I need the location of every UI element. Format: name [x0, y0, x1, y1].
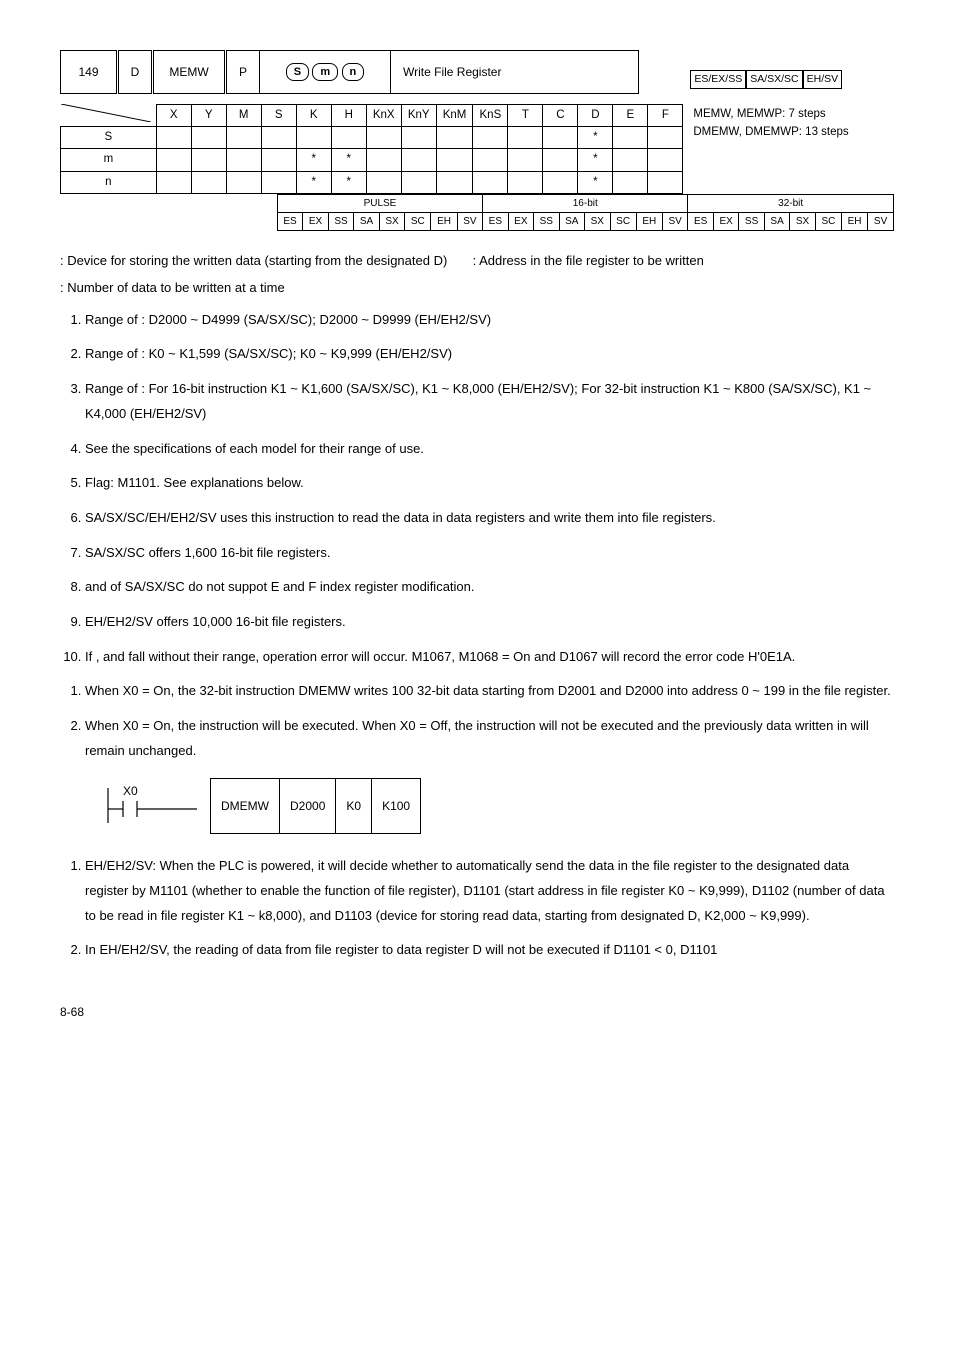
- operand-s-oval: S: [286, 63, 309, 81]
- function-name: Write File Register: [391, 51, 639, 94]
- pulse-bit-table: PULSE 16-bit 32-bit ESEXSSSA SXSCEHSV ES…: [277, 194, 894, 231]
- instruction-header-table: 149 D MEMW P S m n Write File Register E…: [60, 50, 894, 94]
- mnemonic: MEMW: [153, 51, 226, 94]
- operand-type-grid: XYMS KHKnXKnY KnMKnSTC DEF MEMW, MEMWP: …: [60, 104, 894, 194]
- page-number: 8-68: [60, 1003, 894, 1021]
- steps-2: DMEMW, DMEMWP: 13 steps: [693, 126, 848, 138]
- models-box: ES/EX/SS: [690, 70, 746, 90]
- ladder-diagram: X0 DMEMW D2000 K0 K100: [95, 778, 894, 834]
- explanations-list: Range of : D2000 ~ D4999 (SA/SX/SC); D20…: [60, 308, 894, 670]
- models-box2: SA/SX/SC: [746, 70, 802, 90]
- diagram-cell: K0: [336, 779, 372, 834]
- diagram-cell: K100: [372, 779, 421, 834]
- api-sub: D: [118, 51, 153, 94]
- ladder-label: X0: [123, 784, 138, 798]
- operand-n-oval: n: [342, 63, 365, 81]
- models-box3: EH/SV: [803, 70, 843, 90]
- program-example-list: When X0 = On, the 32-bit instruction DME…: [60, 679, 894, 763]
- operand-m-oval: m: [312, 63, 338, 81]
- api-num: 149: [61, 51, 118, 94]
- steps-1: MEMW, MEMWP: 7 steps: [693, 108, 825, 120]
- remarks-list: EH/EH2/SV: When the PLC is powered, it w…: [60, 854, 894, 963]
- operand-desc-n: : Number of data to be written at a time: [60, 278, 894, 298]
- diagram-cell: DMEMW: [211, 779, 280, 834]
- operand-desc: : Device for storing the written data (s…: [60, 251, 894, 271]
- diagram-cell: D2000: [280, 779, 336, 834]
- p-flag: P: [226, 51, 260, 94]
